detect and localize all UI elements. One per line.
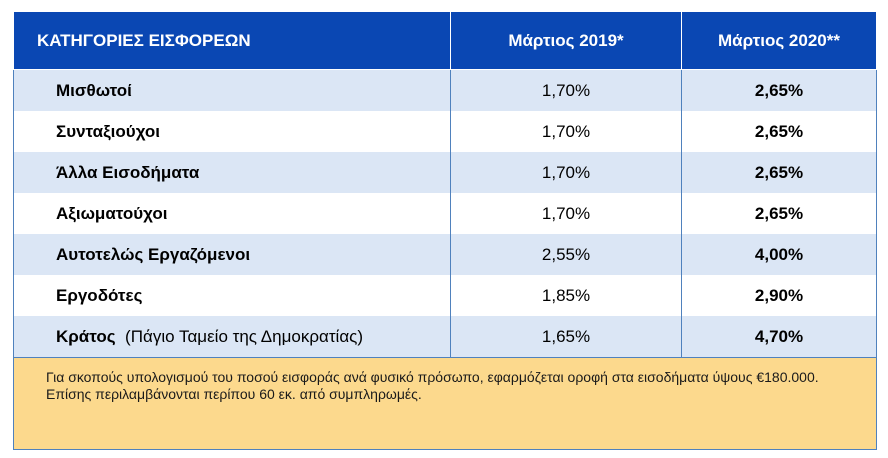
table-header-row: ΚΑΤΗΓΟΡΙΕΣ ΕΙΣΦΟΡΕΩΝ Μάρτιος 2019* Μάρτι… (13, 11, 877, 70)
row-value-2020: 2,65% (681, 152, 877, 193)
table-row: Συνταξιούχοι 1,70% 2,65% (13, 111, 877, 152)
row-category: Μισθωτοί (13, 69, 451, 111)
row-category: Κράτος (Πάγιο Ταμείο της Δημοκρατίας) (13, 316, 451, 358)
row-value-2019: 1,70% (450, 69, 682, 111)
header-march-2020: Μάρτιος 2020** (681, 11, 877, 70)
contributions-table: ΚΑΤΗΓΟΡΙΕΣ ΕΙΣΦΟΡΕΩΝ Μάρτιος 2019* Μάρτι… (13, 11, 877, 450)
row-value-2020: 2,90% (681, 275, 877, 316)
row-value-2019: 2,55% (450, 234, 682, 275)
footnote-row: Για σκοπούς υπολογισμού του ποσού εισφορ… (13, 357, 877, 450)
table-row: Εργοδότες 1,85% 2,90% (13, 275, 877, 316)
row-value-2020: 2,65% (681, 111, 877, 152)
table-row: Κράτος (Πάγιο Ταμείο της Δημοκρατίας) 1,… (13, 316, 877, 358)
row-value-2020: 4,70% (681, 316, 877, 358)
table-row: Άλλα Εισοδήματα 1,70% 2,65% (13, 152, 877, 193)
header-category: ΚΑΤΗΓΟΡΙΕΣ ΕΙΣΦΟΡΕΩΝ (13, 11, 451, 70)
footnote: Για σκοπούς υπολογισμού του ποσού εισφορ… (13, 357, 877, 450)
header-march-2019: Μάρτιος 2019* (450, 11, 682, 70)
row-category: Συνταξιούχοι (13, 111, 451, 152)
footnote-line-1: Για σκοπούς υπολογισμού του ποσού εισφορ… (46, 369, 819, 385)
row-value-2019: 1,85% (450, 275, 682, 316)
row-category: Εργοδότες (13, 275, 451, 316)
table-row: Αυτοτελώς Εργαζόμενοι 2,55% 4,00% (13, 234, 877, 275)
row-value-2019: 1,70% (450, 152, 682, 193)
row-category: Άλλα Εισοδήματα (13, 152, 451, 193)
table-row: Αξιωματούχοι 1,70% 2,65% (13, 193, 877, 234)
row-value-2019: 1,65% (450, 316, 682, 358)
row-category: Αξιωματούχοι (13, 193, 451, 234)
footnote-line-2: Επίσης περιλαμβάνονται περίπου 60 εκ. απ… (46, 386, 422, 402)
row-value-2019: 1,70% (450, 193, 682, 234)
table-row: Μισθωτοί 1,70% 2,65% (13, 69, 877, 111)
row-value-2020: 2,65% (681, 193, 877, 234)
row-category-note: (Πάγιο Ταμείο της Δημοκρατίας) (125, 326, 364, 346)
row-value-2019: 1,70% (450, 111, 682, 152)
row-value-2020: 2,65% (681, 69, 877, 111)
row-category: Αυτοτελώς Εργαζόμενοι (13, 234, 451, 275)
row-value-2020: 4,00% (681, 234, 877, 275)
